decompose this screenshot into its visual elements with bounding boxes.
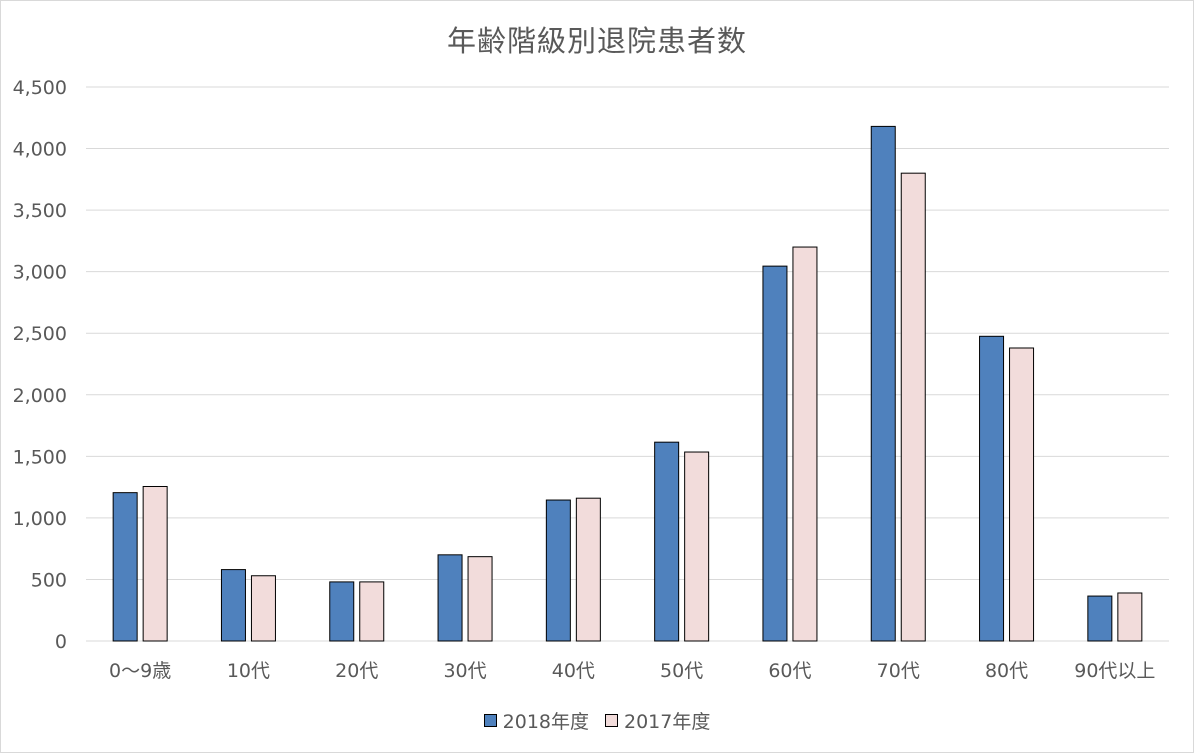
x-tick-label: 70代 [877, 660, 920, 682]
bar-2018 [979, 335, 1005, 642]
x-tick-labels: 0〜9歳 10代 20代 30代 40代 50代 60代 70代 80代 90代以上 [109, 660, 1155, 682]
chart-title: 年齢階級別退院患者数 [446, 24, 747, 58]
bar-2017 [142, 485, 168, 642]
y-tick-label: 0 [55, 631, 67, 653]
legend-label-2017: 2017年度 [624, 711, 711, 733]
bar-2017 [1009, 347, 1035, 642]
x-tick-label: 60代 [768, 660, 811, 682]
bar-2017 [250, 575, 276, 642]
legend: 2018年度 2017年度 [0, 707, 1194, 734]
bars [112, 125, 1143, 642]
x-tick-label: 40代 [552, 660, 595, 682]
y-tick-labels: 0 500 1,000 1,500 2,000 2,500 3,000 3,500 4,000 4… [13, 77, 67, 653]
x-tick-label: 20代 [335, 660, 378, 682]
y-tick-label: 3,500 [13, 200, 67, 222]
y-tick-label: 1,500 [13, 446, 67, 468]
y-tick-label: 2,000 [13, 385, 67, 407]
legend-swatch-2018 [483, 714, 497, 727]
x-tick-label: 0〜9歳 [109, 660, 171, 682]
y-tick-label: 1,000 [13, 508, 67, 530]
bar-2017 [900, 172, 926, 642]
x-tick-label: 10代 [227, 660, 270, 682]
legend-item-2017: 2017年度 [605, 707, 710, 734]
y-tick-label: 4,500 [13, 77, 67, 99]
bar-2018 [112, 492, 138, 642]
bar-2018 [762, 265, 788, 642]
x-tick-label: 90代以上 [1074, 660, 1155, 682]
bar-2018 [437, 554, 463, 642]
y-tick-label: 3,000 [13, 262, 67, 284]
bar-2018 [220, 569, 246, 642]
bar-2017 [575, 497, 601, 642]
gridlines [86, 86, 1169, 642]
bar-2018 [329, 581, 355, 642]
legend-label-2018: 2018年度 [502, 711, 589, 733]
bar-2018 [1087, 595, 1113, 642]
bar-2018 [870, 125, 896, 642]
bar-2017 [359, 581, 385, 642]
y-tick-label: 4,000 [13, 139, 67, 161]
legend-swatch-2017 [605, 714, 618, 727]
x-tick-label: 80代 [985, 660, 1028, 682]
x-tick-label: 50代 [660, 660, 703, 682]
bar-2017 [467, 556, 493, 642]
bar-2018 [654, 441, 680, 642]
bar-2017 [1117, 592, 1143, 642]
bar-2018 [545, 499, 571, 642]
bar-2017 [792, 246, 818, 642]
legend-item-2018: 2018年度 [483, 707, 589, 734]
x-tick-label: 30代 [443, 660, 486, 682]
y-tick-label: 500 [31, 569, 67, 591]
y-tick-label: 2,500 [13, 323, 67, 345]
bar-2017 [684, 451, 710, 642]
